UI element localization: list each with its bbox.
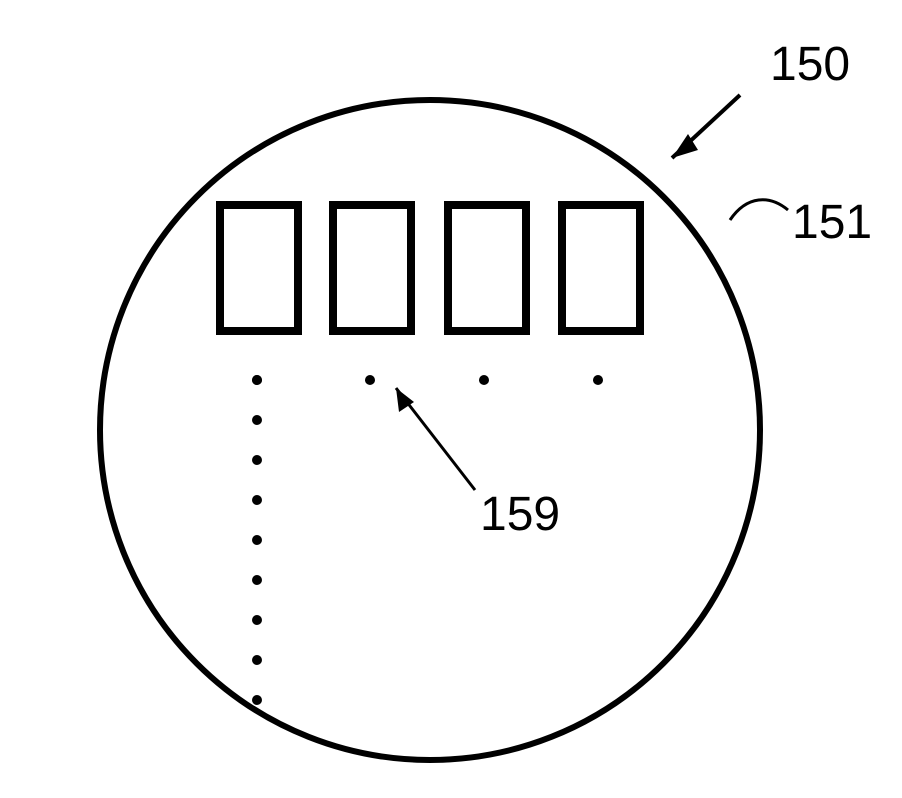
dot-v-8 — [252, 695, 262, 705]
dot-v-3 — [252, 495, 262, 505]
dot-v-5 — [252, 575, 262, 585]
chip-rect-3 — [562, 205, 640, 331]
label-159: 159 — [480, 488, 560, 541]
dot-v-0 — [252, 375, 262, 385]
chip-rect-1 — [333, 205, 411, 331]
dot-v-1 — [252, 415, 262, 425]
dot-h-2 — [479, 375, 489, 385]
dot-h-1 — [365, 375, 375, 385]
dot-v-2 — [252, 455, 262, 465]
label-150: 150 — [770, 38, 850, 91]
label-151: 151 — [792, 196, 872, 249]
chip-rect-2 — [448, 205, 526, 331]
wafer-diagram: 150 151 159 — [0, 0, 902, 798]
dot-h-3 — [593, 375, 603, 385]
chip-rect-0 — [220, 205, 298, 331]
dot-v-7 — [252, 655, 262, 665]
dot-v-4 — [252, 535, 262, 545]
dot-v-6 — [252, 615, 262, 625]
